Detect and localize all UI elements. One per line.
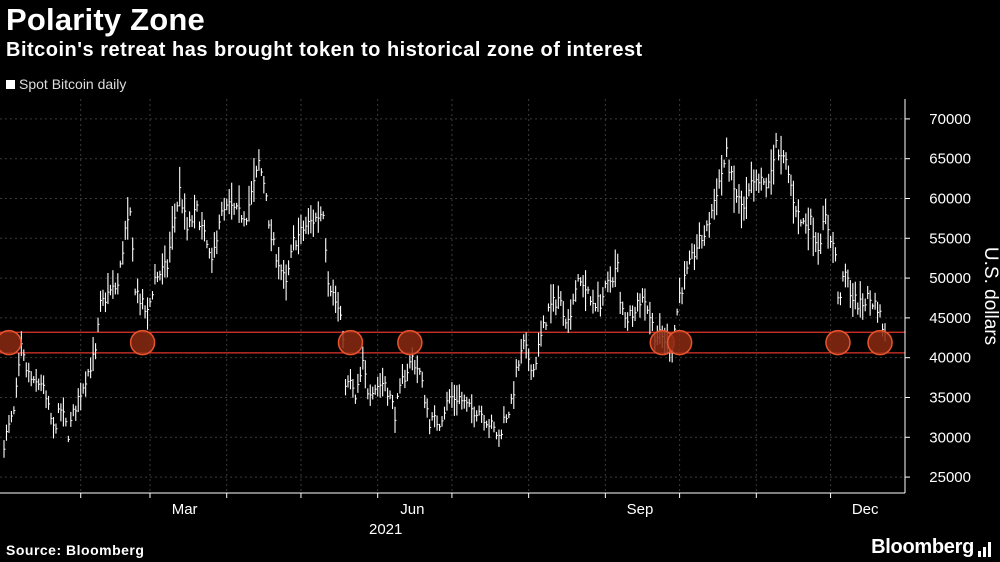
y-tick-label: 25000: [929, 469, 971, 486]
axes: 25000 30000 35000 40000 45000 50000 55000 60000…: [0, 99, 1000, 538]
brand-logo: Bloomberg: [871, 536, 974, 558]
y-tick-label: 70000: [929, 111, 971, 128]
grid-lines: [0, 99, 905, 493]
y-tick-label: 55000: [929, 230, 971, 247]
polarity-zone: [0, 331, 905, 354]
zone-touch-circle: [825, 329, 851, 356]
zone-touch-circle: [337, 329, 364, 356]
zone-touch-circle: [0, 329, 22, 356]
x-tick-label: Dec: [852, 501, 879, 518]
zone-touch-circle: [129, 329, 156, 356]
y-tick-label: 30000: [929, 429, 971, 446]
chart-subtitle: Bitcoin's retreat has brought token to h…: [6, 39, 643, 61]
zone-touch-circle: [867, 329, 893, 356]
legend-label: Spot Bitcoin daily: [19, 76, 127, 92]
source-note: Source: Bloomberg: [6, 542, 145, 558]
chart-title: Polarity Zone: [6, 2, 205, 37]
y-tick-label: 50000: [929, 270, 971, 287]
zone-touch-circle: [397, 329, 423, 356]
price-bars: [3, 132, 887, 458]
y-tick-label: 40000: [929, 350, 971, 367]
y-axis-title: U.S. dollars: [980, 247, 1000, 345]
x-tick-label: Sep: [627, 501, 654, 518]
x-axis-title: 2021: [369, 521, 402, 538]
zone-touch-markers: [0, 329, 893, 356]
y-tick-label: 45000: [929, 310, 971, 327]
x-tick-label: Jun: [400, 501, 424, 518]
y-tick-label: 65000: [929, 151, 971, 168]
legend: Spot Bitcoin daily: [6, 76, 126, 92]
brand-bars-icon: [978, 541, 994, 557]
y-tick-label: 35000: [929, 389, 971, 406]
legend-swatch: [6, 79, 15, 89]
zone-touch-circle: [666, 329, 693, 356]
x-tick-label: Mar: [172, 501, 198, 518]
y-tick-label: 60000: [929, 190, 971, 207]
